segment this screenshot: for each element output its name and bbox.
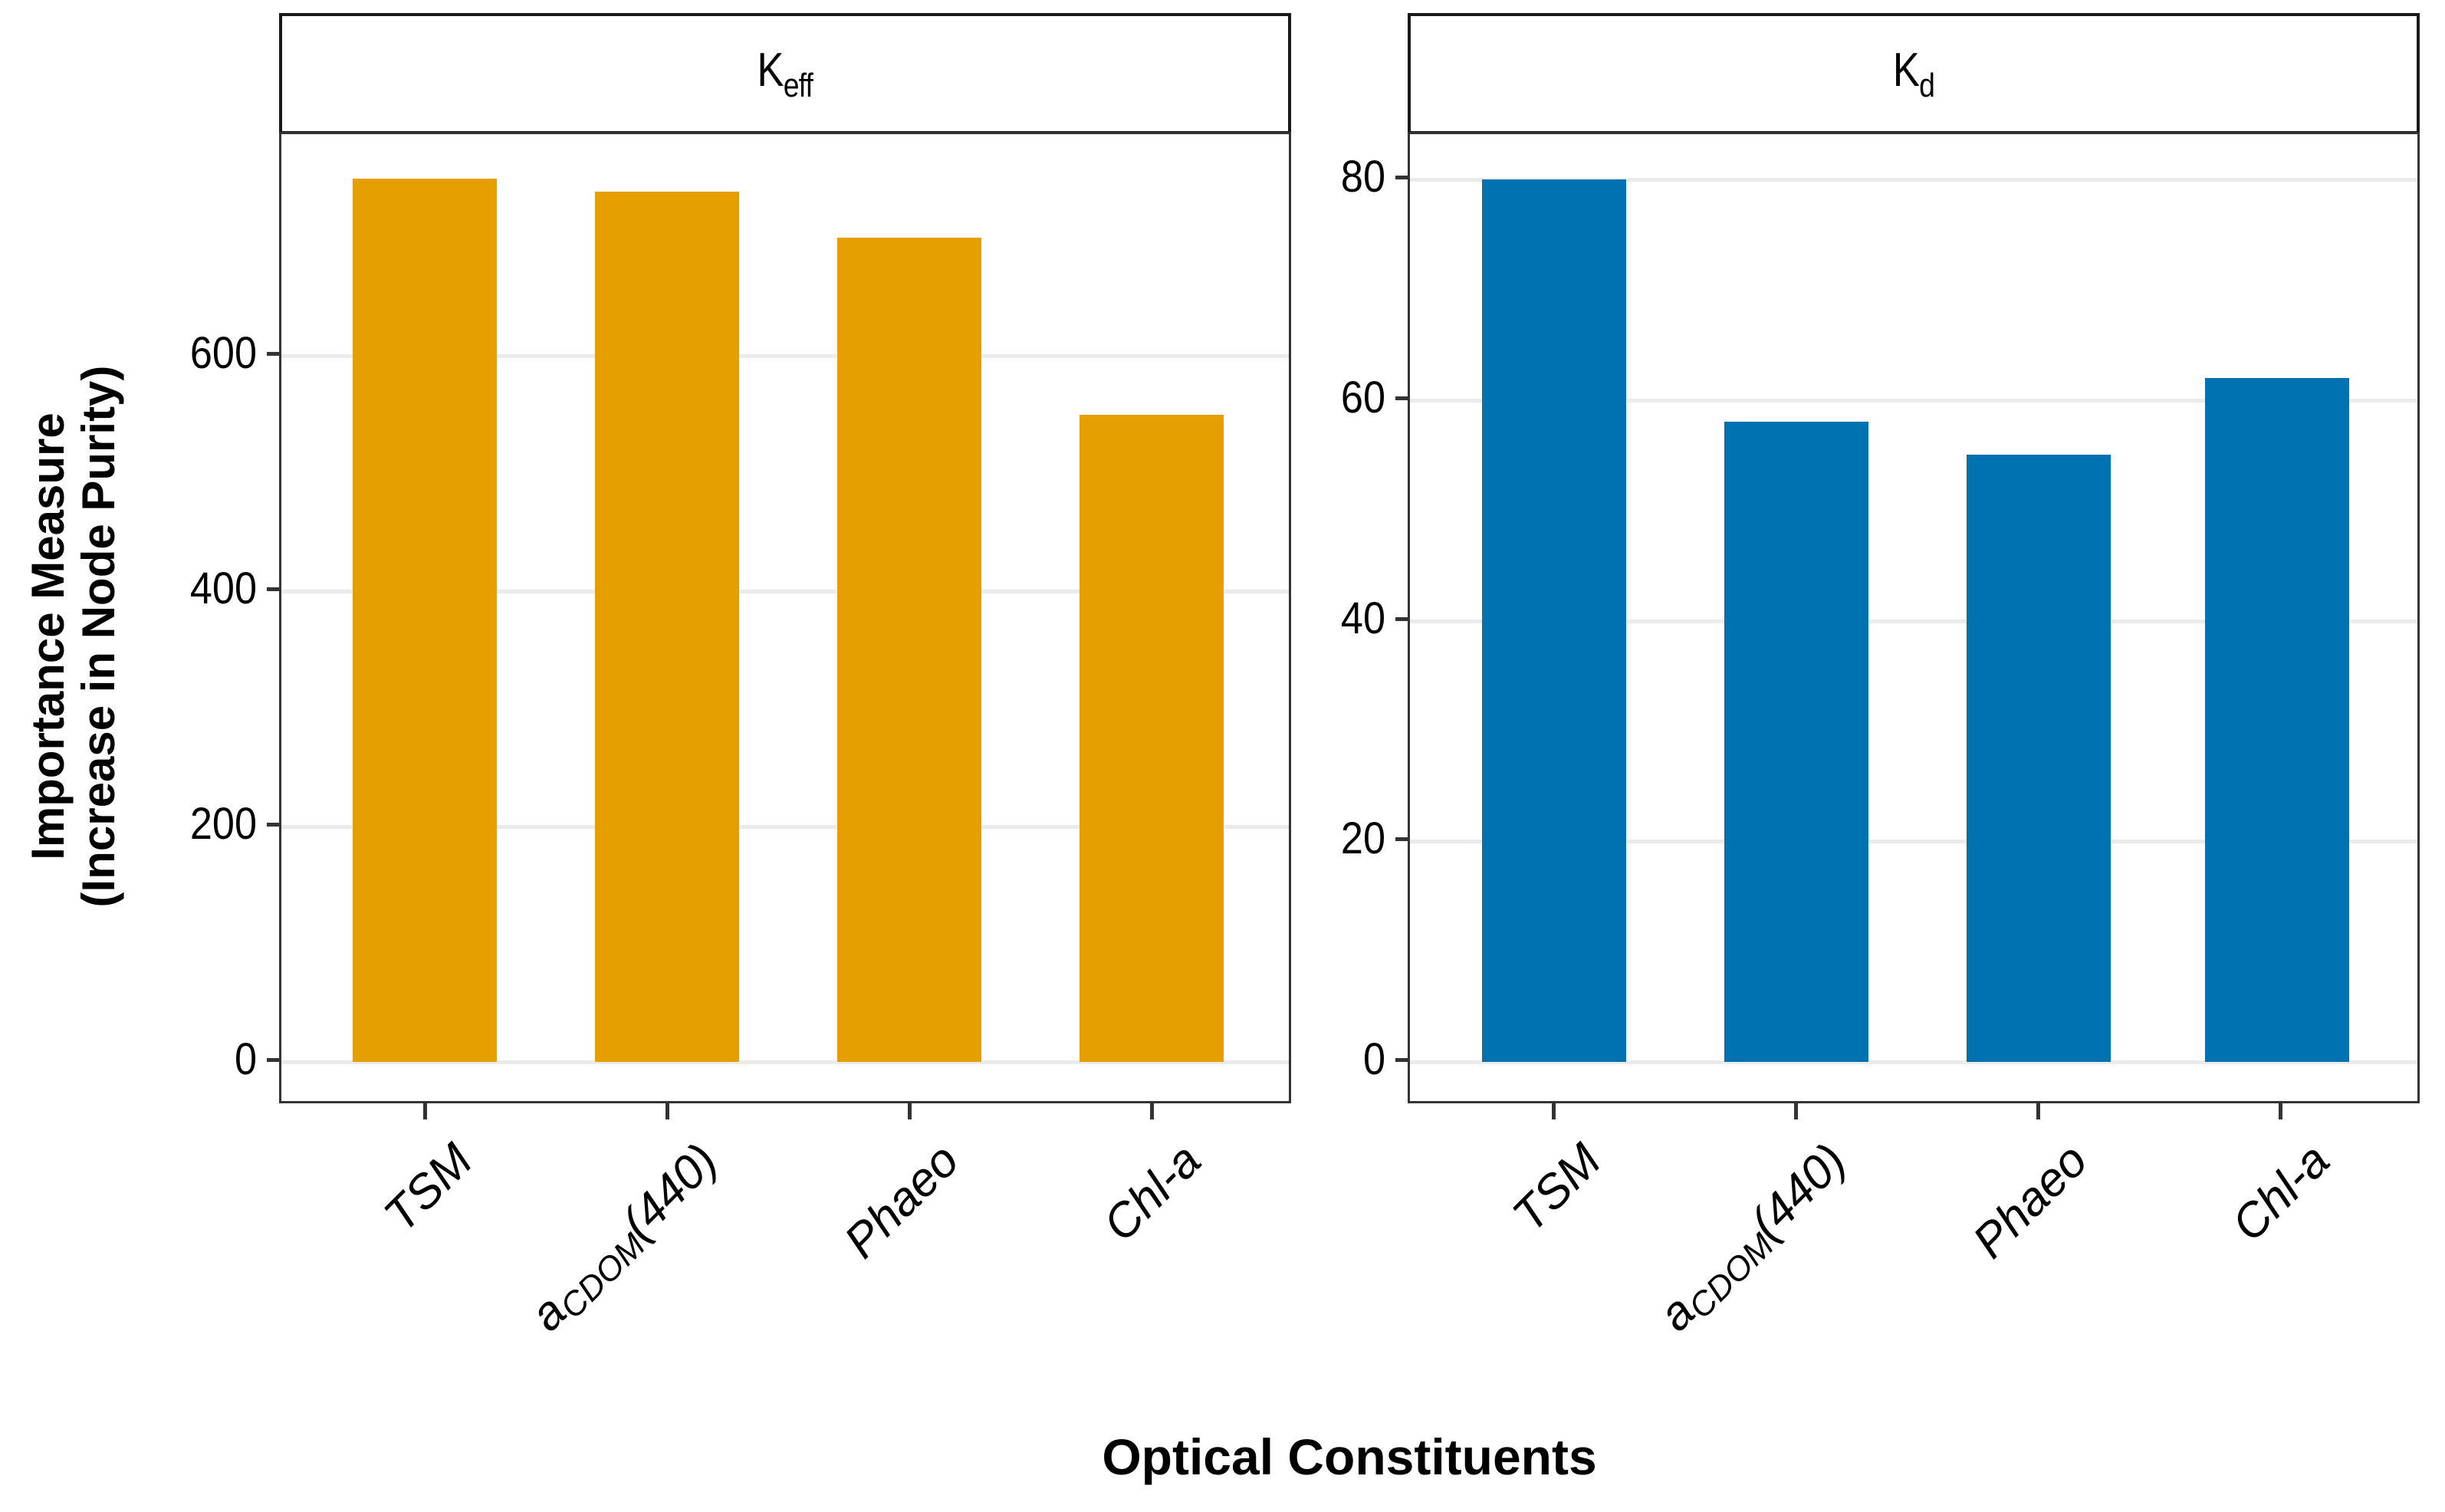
gridline-400	[281, 590, 1289, 593]
gridline-0	[281, 1060, 1289, 1064]
xlabel-keff-chla: Chl-a	[1093, 1133, 1211, 1252]
ytick-label-keff-600: 600	[189, 328, 257, 378]
xtick-keff-tsm	[423, 1103, 427, 1119]
bar-kd-phaeo	[1967, 455, 2111, 1062]
plot-panel-kd	[1408, 132, 2420, 1103]
ytick-kd-80	[1395, 176, 1408, 179]
ytick-kd-60	[1395, 396, 1408, 400]
plot-panel-keff	[279, 132, 1291, 1103]
ytick-kd-0	[1395, 1058, 1408, 1062]
xlabel-kd-chla: Chl-a	[2221, 1133, 2340, 1252]
facet-label-kd: Kd	[1892, 43, 1935, 104]
xlabel-keff-tsm: TSM	[374, 1133, 483, 1243]
facet-strip-keff: Keff	[279, 13, 1291, 134]
bar-kd-acdom	[1724, 422, 1868, 1062]
xlabel-keff-phaeo: Phaeo	[833, 1133, 969, 1269]
bar-keff-chla	[1080, 415, 1224, 1062]
gridline-600	[281, 354, 1289, 358]
ytick-label-kd-60: 60	[1340, 373, 1385, 422]
ytick-kd-20	[1395, 837, 1408, 841]
ytick-keff-600	[267, 352, 279, 356]
facet-strip-kd: Kd	[1408, 13, 2420, 134]
y-axis-title-line1: Importance Measure	[22, 413, 74, 860]
ytick-kd-40	[1395, 617, 1408, 621]
gridline-40	[1410, 620, 2417, 623]
xtick-keff-acdom	[665, 1103, 669, 1119]
ytick-label-keff-0: 0	[234, 1034, 257, 1084]
bar-keff-phaeo	[837, 238, 981, 1062]
x-axis-title: Optical Constituents	[1102, 1428, 1597, 1485]
gridline-60	[1410, 399, 2417, 403]
xtick-kd-acdom	[1794, 1103, 1798, 1119]
xtick-keff-chla	[1150, 1103, 1154, 1119]
ytick-label-kd-20: 20	[1340, 814, 1385, 863]
y-axis-title: Importance Measure (Increase in Node Pur…	[22, 330, 130, 943]
xlabel-kd-phaeo: Phaeo	[1962, 1133, 2098, 1269]
gridline-200	[281, 825, 1289, 829]
ytick-label-kd-40: 40	[1340, 593, 1385, 643]
xtick-keff-phaeo	[908, 1103, 912, 1119]
ytick-label-keff-400: 400	[189, 564, 257, 613]
facet-label-keff: Keff	[757, 43, 814, 104]
ytick-label-keff-200: 200	[189, 799, 257, 849]
bar-keff-tsm	[353, 179, 497, 1062]
ytick-label-kd-0: 0	[1362, 1034, 1385, 1084]
xtick-kd-chla	[2279, 1103, 2282, 1119]
gridline-0	[1410, 1060, 2417, 1064]
xlabel-keff-acdom: aCDOM(440)	[520, 1133, 728, 1342]
xtick-kd-tsm	[1552, 1103, 1556, 1119]
ytick-keff-400	[267, 587, 279, 591]
xlabel-kd-tsm: TSM	[1503, 1133, 1612, 1243]
xlabel-kd-acdom: aCDOM(440)	[1648, 1133, 1857, 1342]
ytick-label-kd-80: 80	[1340, 152, 1385, 202]
y-axis-title-line2: (Increase in Node Purity)	[73, 365, 124, 908]
gridline-20	[1410, 840, 2417, 843]
bar-keff-acdom	[595, 192, 739, 1062]
bar-kd-chla	[2205, 378, 2349, 1062]
bar-kd-tsm	[1482, 179, 1626, 1062]
ytick-keff-0	[267, 1058, 279, 1062]
ytick-keff-200	[267, 823, 279, 827]
gridline-80	[1410, 178, 2417, 182]
xtick-kd-phaeo	[2036, 1103, 2040, 1119]
